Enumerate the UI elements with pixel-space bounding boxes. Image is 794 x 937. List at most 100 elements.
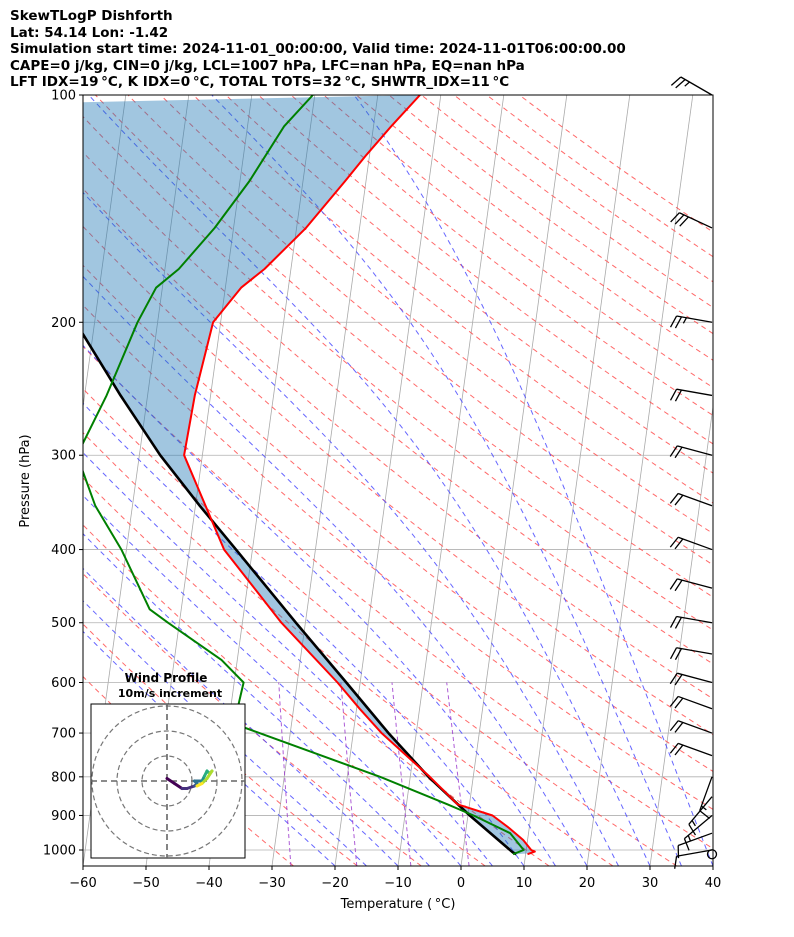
wind-barb-feather <box>674 494 684 506</box>
hodograph-segment <box>195 782 204 788</box>
wind-barb-shaft <box>679 212 713 229</box>
wind-barb-feather <box>669 616 678 628</box>
dry-adiabat <box>421 95 713 309</box>
x-tick-label: −60 <box>69 876 96 891</box>
wind-barb <box>669 672 713 686</box>
wind-barb-shaft <box>676 647 713 655</box>
dry-adiabat <box>95 95 713 598</box>
wind-barb-shaft <box>677 578 713 589</box>
isotherm <box>776 95 794 866</box>
wind-barb-feather <box>669 720 679 732</box>
cape-line: CAPE=0 j/kg, CIN=0 j/kg, LCL=1007 hPa, L… <box>10 57 525 74</box>
wind-barb <box>699 776 713 820</box>
moist-adiabat <box>83 600 367 866</box>
isotherm <box>649 404 713 866</box>
moist-adiabat <box>353 95 713 866</box>
wind-barb <box>669 742 713 757</box>
x-tick-label: 30 <box>642 876 659 891</box>
wind-barb-feather <box>674 722 684 733</box>
wind-barb-feather <box>700 805 707 811</box>
wind-barb-shaft <box>676 388 713 397</box>
wind-barb-shaft <box>677 672 713 684</box>
wind-barb-shaft <box>680 76 713 96</box>
wind-barb-shaft <box>676 849 713 857</box>
isotherm <box>586 95 694 866</box>
hodograph-inner <box>91 704 245 858</box>
wind-barb-shaft <box>677 445 713 456</box>
y-tick-label: 600 <box>51 676 76 691</box>
moist-adiabat <box>83 630 336 866</box>
wind-barb-feather <box>674 617 683 629</box>
wind-barb <box>669 695 713 710</box>
dry-adiabat <box>453 95 713 283</box>
wind-barbs <box>669 76 718 869</box>
isotherm <box>271 95 379 866</box>
wind-barb <box>669 720 713 734</box>
wind-barb-feather <box>684 81 690 87</box>
y-axis-label: Pressure (hPa) <box>18 434 33 527</box>
wind-barb-shaft <box>677 742 713 757</box>
dry-adiabat <box>83 623 358 866</box>
wind-barb <box>669 578 713 592</box>
wind-barb-feather <box>670 76 682 86</box>
moist-adiabat <box>83 567 399 866</box>
dry-adiabat <box>486 95 713 258</box>
dry-adiabat <box>160 95 713 535</box>
wind-barb-feather <box>669 696 679 707</box>
y-tick-label: 200 <box>51 316 76 331</box>
y-tick-label: 1000 <box>43 844 76 859</box>
isotherm <box>83 95 127 410</box>
wind-barb-feather <box>674 744 684 756</box>
moist-adiabat <box>83 191 619 866</box>
isotherm <box>712 863 713 866</box>
wind-barb-shaft <box>676 315 713 323</box>
wind-barb-shaft <box>688 796 713 825</box>
wind-barb-feather <box>674 579 683 592</box>
dry-adiabat <box>83 477 550 866</box>
hodograph: Wind Profile 10m/s increment <box>90 671 246 859</box>
dewpoint-line <box>83 95 525 856</box>
x-tick-label: −10 <box>384 876 411 891</box>
wind-barb-feather <box>669 388 678 401</box>
wind-barb-feather <box>669 315 678 328</box>
moist-adiabat <box>83 494 462 866</box>
wind-barb-feather <box>674 389 683 402</box>
x-tick-label: 40 <box>705 876 722 891</box>
wind-barb-feather <box>674 316 683 329</box>
wind-barb-shaft <box>677 536 713 551</box>
wind-barb <box>669 445 713 459</box>
wind-barb <box>669 492 713 507</box>
wind-barb-shaft <box>684 814 713 840</box>
x-tick-label: −20 <box>321 876 348 891</box>
wind-barb-shaft <box>676 615 713 624</box>
y-tick-label: 300 <box>51 449 76 464</box>
y-tick-label: 100 <box>51 89 76 104</box>
moist-adiabat <box>83 533 430 866</box>
x-axis-label: Temperature ( °C) <box>340 897 456 912</box>
wind-barb <box>670 76 713 96</box>
wind-barb-feather <box>687 835 692 842</box>
x-tick-label: −40 <box>195 876 222 891</box>
wind-barb-feather <box>669 647 678 660</box>
mixing-ratio-line <box>340 682 358 866</box>
wind-barb-shaft <box>677 695 713 710</box>
wind-barb-feather <box>669 742 679 754</box>
wind-barb-feather <box>674 697 684 709</box>
x-tick-label: 20 <box>579 876 596 891</box>
isotherm <box>460 95 568 866</box>
index-line: LFT IDX=19 °C, K IDX=0 °C, TOTAL TOTS=32… <box>10 74 510 90</box>
wind-barb-feather <box>669 493 679 504</box>
wind-barb-feather <box>669 445 678 457</box>
wind-barb <box>683 814 713 851</box>
mixing-ratio-line <box>446 682 470 866</box>
wind-barb-feather <box>674 446 683 459</box>
temperature-line <box>183 95 536 856</box>
dry-adiabat <box>83 115 713 631</box>
wind-barb <box>669 647 713 661</box>
x-tick-label: −50 <box>132 876 159 891</box>
wind-barb <box>670 212 713 229</box>
y-tick-label: 900 <box>51 809 76 824</box>
moist-adiabat <box>83 344 556 866</box>
location-line: Lat: 54.14 Lon: -1.42 <box>10 24 169 41</box>
dry-adiabat <box>258 95 713 445</box>
